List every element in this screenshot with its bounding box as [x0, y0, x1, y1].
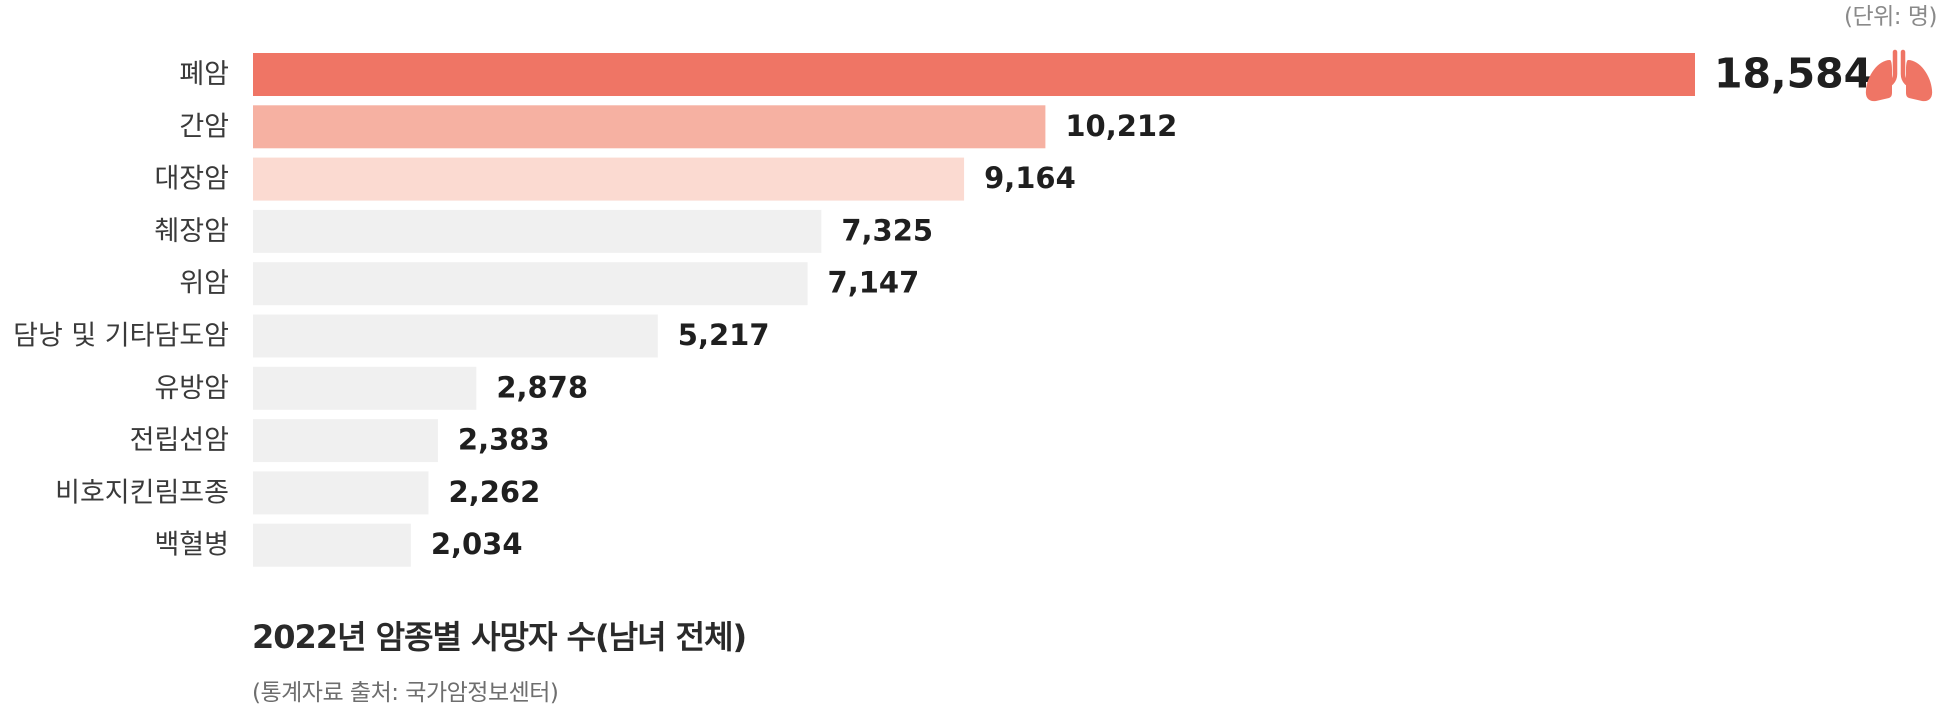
bar-3 [253, 209, 822, 253]
bar-1 [253, 105, 1046, 149]
value-label: 2,383 [458, 423, 550, 457]
value-label: 10,212 [1065, 109, 1177, 143]
category-label: 췌장암 [154, 216, 229, 247]
value-label: 7,325 [841, 213, 933, 247]
value-label: 2,262 [449, 475, 541, 509]
value-label: 2,878 [496, 370, 588, 404]
bar-7 [253, 419, 438, 463]
value-label: 18,584 [1714, 50, 1872, 98]
value-label: 2,034 [431, 527, 523, 561]
bar-0 [253, 53, 1695, 96]
category-label: 간암 [179, 111, 229, 142]
bar-2 [253, 157, 965, 201]
category-label: 담낭 및 기타담도암 [13, 321, 229, 352]
value-label-group: 18,584 10,212 9,164 7,325 7,147 5,217 2,878 2,3… [431, 50, 1872, 562]
value-label: 9,164 [984, 161, 1076, 195]
category-label: 폐암 [179, 59, 229, 90]
category-label: 전립선암 [130, 425, 229, 456]
lungs-icon [1865, 49, 1933, 102]
category-label: 비호지킨림프종 [55, 477, 229, 508]
bar-9 [253, 523, 411, 567]
chart-caption-source: (통계자료 출처: 국가암정보센터) [252, 680, 559, 706]
category-label: 위암 [179, 268, 229, 299]
value-label: 7,147 [828, 266, 920, 300]
category-label: 백혈병 [154, 530, 229, 561]
unit-note: (단위: 명) [1844, 4, 1937, 30]
bar-4 [253, 262, 808, 306]
bar-group [253, 53, 1695, 567]
category-label: 유방암 [154, 373, 229, 404]
bar-5 [253, 314, 658, 358]
value-label: 5,217 [678, 318, 770, 352]
category-label: 대장암 [154, 164, 229, 195]
chart-caption-title: 2022년 암종별 사망자 수(남녀 전체) [252, 618, 747, 656]
bar-6 [253, 366, 477, 410]
bar-8 [253, 471, 429, 515]
